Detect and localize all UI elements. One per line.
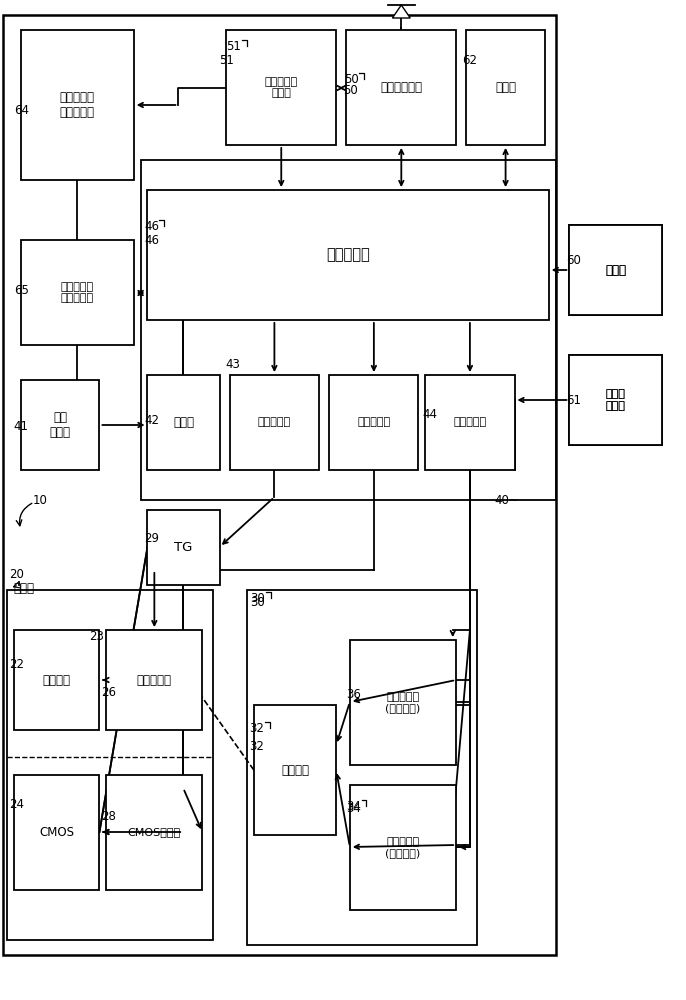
- Text: TG: TG: [174, 541, 193, 554]
- Text: 攝像控制部: 攝像控制部: [258, 418, 291, 428]
- Text: 30: 30: [250, 592, 265, 605]
- Bar: [106, 630, 202, 730]
- Text: 23: 23: [89, 631, 104, 644]
- Text: 30: 30: [250, 595, 265, 608]
- Text: 控制部: 控制部: [173, 416, 194, 429]
- Text: 20: 20: [10, 568, 25, 582]
- Text: 相機側
顯示部: 相機側 顯示部: [606, 389, 626, 411]
- Text: 61: 61: [566, 393, 581, 406]
- Bar: [147, 510, 220, 585]
- Bar: [21, 380, 99, 470]
- Text: 32: 32: [249, 722, 264, 735]
- Polygon shape: [392, 5, 410, 18]
- Bar: [230, 375, 319, 470]
- Bar: [569, 225, 662, 315]
- Bar: [569, 355, 662, 445]
- Text: 操作部: 操作部: [605, 263, 626, 276]
- Bar: [254, 705, 336, 835]
- Text: 46: 46: [144, 233, 159, 246]
- Bar: [226, 30, 336, 145]
- Bar: [346, 30, 456, 145]
- Text: 29: 29: [144, 532, 159, 544]
- Bar: [329, 375, 418, 470]
- Text: 46: 46: [144, 220, 159, 233]
- Bar: [21, 240, 134, 345]
- Bar: [141, 160, 556, 500]
- Text: 俯仰驅動部
(俯仰馬達): 俯仰驅動部 (俯仰馬達): [386, 692, 421, 713]
- Text: 透鏡驅動部: 透鏡驅動部: [137, 674, 172, 686]
- Text: 相機側目標
信息修正部: 相機側目標 信息修正部: [60, 91, 95, 119]
- Bar: [3, 15, 556, 955]
- Text: 32: 32: [249, 740, 264, 754]
- Bar: [21, 30, 134, 180]
- Text: 平搖驅動部
(平搖馬達): 平搖驅動部 (平搖馬達): [386, 837, 421, 858]
- Bar: [14, 630, 99, 730]
- Text: 28: 28: [102, 810, 117, 824]
- Text: 相機側
顯示部: 相機側 顯示部: [606, 389, 626, 411]
- Bar: [350, 785, 456, 910]
- Bar: [425, 375, 514, 470]
- Text: 36: 36: [346, 688, 362, 702]
- Text: 10: 10: [33, 493, 48, 506]
- Text: 34: 34: [346, 802, 362, 814]
- Text: 51: 51: [220, 53, 235, 66]
- Text: 60: 60: [566, 253, 581, 266]
- Text: CMOS: CMOS: [39, 826, 74, 839]
- Text: 43: 43: [225, 359, 240, 371]
- Text: 65: 65: [14, 284, 29, 296]
- Text: 44: 44: [422, 408, 437, 422]
- Text: 成像透鏡: 成像透鏡: [43, 674, 71, 686]
- Bar: [147, 375, 220, 470]
- Text: 存儲器: 存儲器: [495, 81, 517, 94]
- Bar: [569, 225, 662, 315]
- Bar: [247, 590, 477, 945]
- Text: 62: 62: [462, 53, 477, 66]
- Text: 24: 24: [10, 798, 25, 812]
- Text: 26: 26: [102, 686, 117, 700]
- Text: 50: 50: [343, 84, 358, 97]
- Text: 云臺機構: 云臺機構: [281, 764, 309, 776]
- Text: 相機側通信部: 相機側通信部: [380, 81, 423, 94]
- Text: 50: 50: [344, 73, 359, 86]
- Text: 64: 64: [14, 104, 29, 116]
- Bar: [466, 30, 545, 145]
- Text: 22: 22: [10, 658, 25, 672]
- Bar: [106, 775, 202, 890]
- Bar: [7, 590, 213, 940]
- Text: 攝像部: 攝像部: [14, 582, 35, 595]
- Text: 透鏡控制部: 透鏡控制部: [357, 418, 390, 428]
- Text: 42: 42: [144, 414, 159, 426]
- Text: 34: 34: [346, 800, 362, 813]
- Bar: [569, 355, 662, 445]
- Text: CMOS驅動器: CMOS驅動器: [128, 828, 181, 838]
- Text: 操作部: 操作部: [605, 263, 626, 276]
- Text: 信號
處理部: 信號 處理部: [49, 411, 71, 439]
- Text: 方向控制部: 方向控制部: [453, 418, 486, 428]
- Bar: [147, 190, 549, 320]
- Text: 動作控制部: 動作控制部: [327, 247, 370, 262]
- Text: 40~: 40~: [494, 493, 519, 506]
- Text: 51: 51: [226, 40, 241, 53]
- Bar: [350, 640, 456, 765]
- Text: 相機側跟蹤
運算處理部: 相機側跟蹤 運算處理部: [60, 282, 94, 303]
- Text: 41: 41: [14, 420, 29, 432]
- Bar: [14, 775, 99, 890]
- Text: 相機側通信
監控部: 相機側通信 監控部: [265, 77, 298, 98]
